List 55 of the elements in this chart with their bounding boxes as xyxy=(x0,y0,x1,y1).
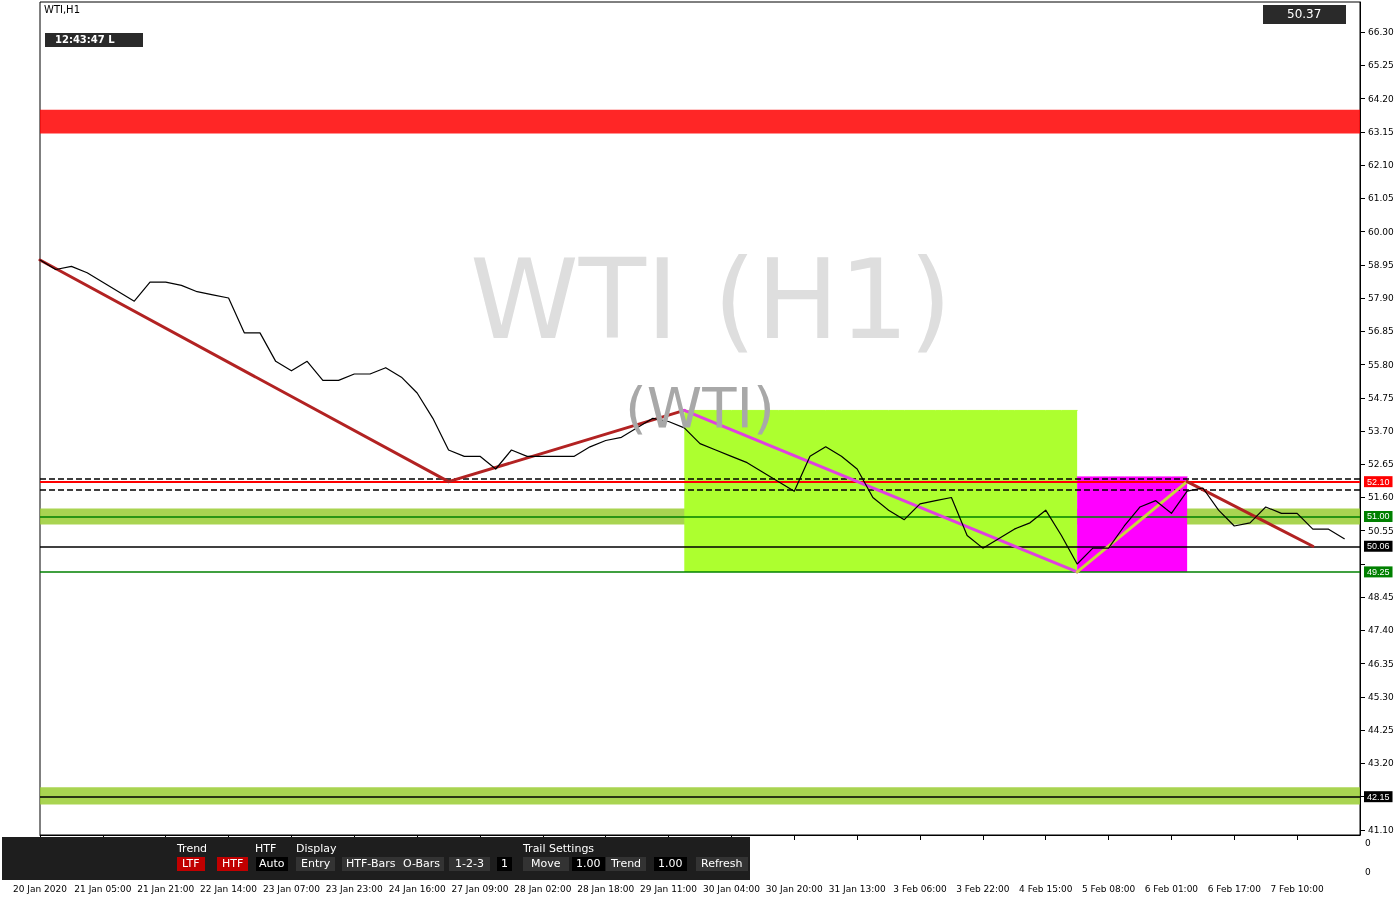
y-tick-label: 58.95 xyxy=(1368,259,1394,270)
x-tick-label: 3 Feb 22:00 xyxy=(956,883,1010,894)
control-panel: Trend HTF Display Trail Settings LTF HTF Auto Entry HTF-Bars O-Bars 1-2-3 1 Move 1.00 Trend 1.00 Refresh xyxy=(2,837,750,880)
y-tick-label: 63.15 xyxy=(1368,126,1394,137)
y-tick-label: 54.75 xyxy=(1368,392,1394,403)
text: 0 xyxy=(1365,866,1371,879)
x-tick-label: 20 Jan 2020 xyxy=(13,883,68,894)
x-tick-label: 7 Feb 10:00 xyxy=(1270,883,1325,894)
x-tick-label: 31 Jan 13:00 xyxy=(828,883,886,894)
y-tick-label: 51.60 xyxy=(1368,492,1395,503)
y-tick-label: 66.30 xyxy=(1368,27,1395,38)
y-tick-label: 53.70 xyxy=(1368,426,1395,437)
x-tick-label: 27 Jan 09:00 xyxy=(451,883,509,894)
y-tick-label: 61.05 xyxy=(1368,193,1394,204)
x-tick-label: 24 Jan 16:00 xyxy=(388,883,446,894)
x-tick-label: 4 Feb 15:00 xyxy=(1019,883,1073,894)
text: 0 xyxy=(1365,837,1371,850)
x-tick-label: 6 Feb 01:00 xyxy=(1144,883,1199,894)
y-tick-label: 48.45 xyxy=(1368,592,1394,603)
price-box: 50.37 xyxy=(1263,5,1347,24)
clock-box: 12:43:47 L xyxy=(45,33,143,47)
y-tick-label: 46.35 xyxy=(1368,658,1394,669)
y-tick-label: 43.20 xyxy=(1368,758,1395,769)
y-tick-label: 41.10 xyxy=(1368,824,1395,835)
ref-line-label: 51.00 xyxy=(1367,511,1390,522)
x-tick-label: 30 Jan 20:00 xyxy=(765,883,824,894)
y-tick-label: 44.25 xyxy=(1368,725,1394,736)
x-tick-label: 23 Jan 23:00 xyxy=(325,883,384,894)
chart-title: WTI,H1 xyxy=(44,4,81,15)
y-tick-label: 47.40 xyxy=(1368,625,1395,636)
y-tick-label: 55.80 xyxy=(1368,359,1395,370)
x-tick-label: 21 Jan 21:00 xyxy=(137,883,195,894)
x-tick-label: 3 Feb 06:00 xyxy=(893,883,947,894)
ref-line-label: 49.25 xyxy=(1367,566,1390,577)
x-tick-label: 21 Jan 05:00 xyxy=(74,883,132,894)
x-tick-label: 28 Jan 02:00 xyxy=(514,883,572,894)
x-tick-label: 6 Feb 17:00 xyxy=(1207,883,1262,894)
ref-line-label: 52.10 xyxy=(1367,476,1390,487)
x-tick-label: 30 Jan 04:00 xyxy=(702,883,761,894)
y-tick-label: 45.30 xyxy=(1368,691,1395,702)
x-tick-label: 23 Jan 07:00 xyxy=(262,883,321,894)
ref-line-label: 50.06 xyxy=(1367,541,1390,552)
x-tick-label: 5 Feb 08:00 xyxy=(1081,883,1136,894)
y-tick-label: 57.90 xyxy=(1368,293,1395,304)
x-tick-label: 28 Jan 18:00 xyxy=(577,883,635,894)
x-tick-label: 22 Jan 14:00 xyxy=(200,883,258,894)
y-tick-label: 60.00 xyxy=(1368,226,1395,237)
y-tick-label: 52.65 xyxy=(1368,459,1394,470)
y-tick-label: 56.85 xyxy=(1368,326,1394,337)
y-tick-label: 50.55 xyxy=(1368,525,1394,536)
ref-line-label: 42.15 xyxy=(1367,791,1390,802)
y-tick-label: 62.10 xyxy=(1368,160,1395,171)
y-tick-label: 64.20 xyxy=(1368,93,1395,104)
x-tick-label: 29 Jan 11:00 xyxy=(640,883,698,894)
y-tick-label: 65.25 xyxy=(1368,60,1394,71)
